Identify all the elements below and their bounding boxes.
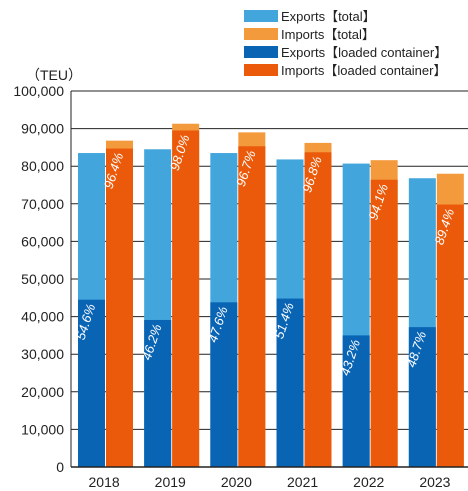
bar-imports-loaded [106, 148, 133, 467]
x-axis-ticks: 2018 2019 2020 2021 2022 2023 [89, 474, 451, 490]
y-tick-label: 90,000 [21, 121, 64, 137]
y-tick-label: 20,000 [21, 384, 64, 400]
bar-imports-loaded [172, 130, 200, 468]
y-tick-label: 30,000 [21, 346, 64, 362]
legend-swatch [244, 64, 278, 76]
legend-label: Exports【loaded container】 [281, 45, 447, 60]
bar-imports-loaded [370, 179, 398, 467]
y-tick-label: 0 [56, 459, 64, 475]
x-tick-label: 2022 [353, 474, 384, 490]
axes [70, 91, 468, 468]
chart-legend: Exports【total】 Imports【total】 Exports【load… [244, 9, 447, 78]
legend-swatch [244, 46, 278, 58]
legend-label: Imports【loaded container】 [281, 63, 446, 78]
bar-exports-loaded [342, 335, 370, 467]
x-tick-label: 2018 [89, 474, 120, 490]
bar-exports-loaded [276, 298, 304, 467]
x-tick-label: 2020 [221, 474, 252, 490]
x-tick-label: 2023 [419, 474, 450, 490]
y-tick-label: 60,000 [21, 233, 64, 249]
y-axis-unit-label: （TEU） [26, 67, 82, 83]
legend-swatch [244, 10, 278, 22]
y-tick-label: 70,000 [21, 196, 64, 212]
bars [78, 123, 464, 468]
x-tick-label: 2019 [155, 474, 186, 490]
bar-exports-loaded [408, 327, 436, 467]
x-tick-label: 2021 [287, 474, 318, 490]
bar-exports-loaded [144, 319, 172, 467]
y-tick-label: 40,000 [21, 309, 64, 325]
bar-exports-loaded [210, 302, 238, 467]
y-tick-label: 50,000 [21, 271, 64, 287]
legend-swatch [244, 28, 278, 40]
legend-label: Exports【total】 [281, 9, 376, 24]
legend-label: Imports【total】 [281, 27, 375, 42]
gridlines [71, 90, 468, 430]
y-tick-label: 80,000 [21, 158, 64, 174]
y-tick-label: 100,000 [13, 83, 64, 99]
y-axis-ticks: 0 10,000 20,000 30,000 40,000 50,000 60,000 70,… [13, 83, 64, 475]
bar-exports-loaded [78, 299, 105, 467]
bar-imports-loaded [304, 152, 332, 467]
bar-imports-loaded [436, 204, 464, 467]
y-tick-label: 10,000 [21, 421, 64, 437]
bar-imports-loaded [238, 146, 266, 467]
